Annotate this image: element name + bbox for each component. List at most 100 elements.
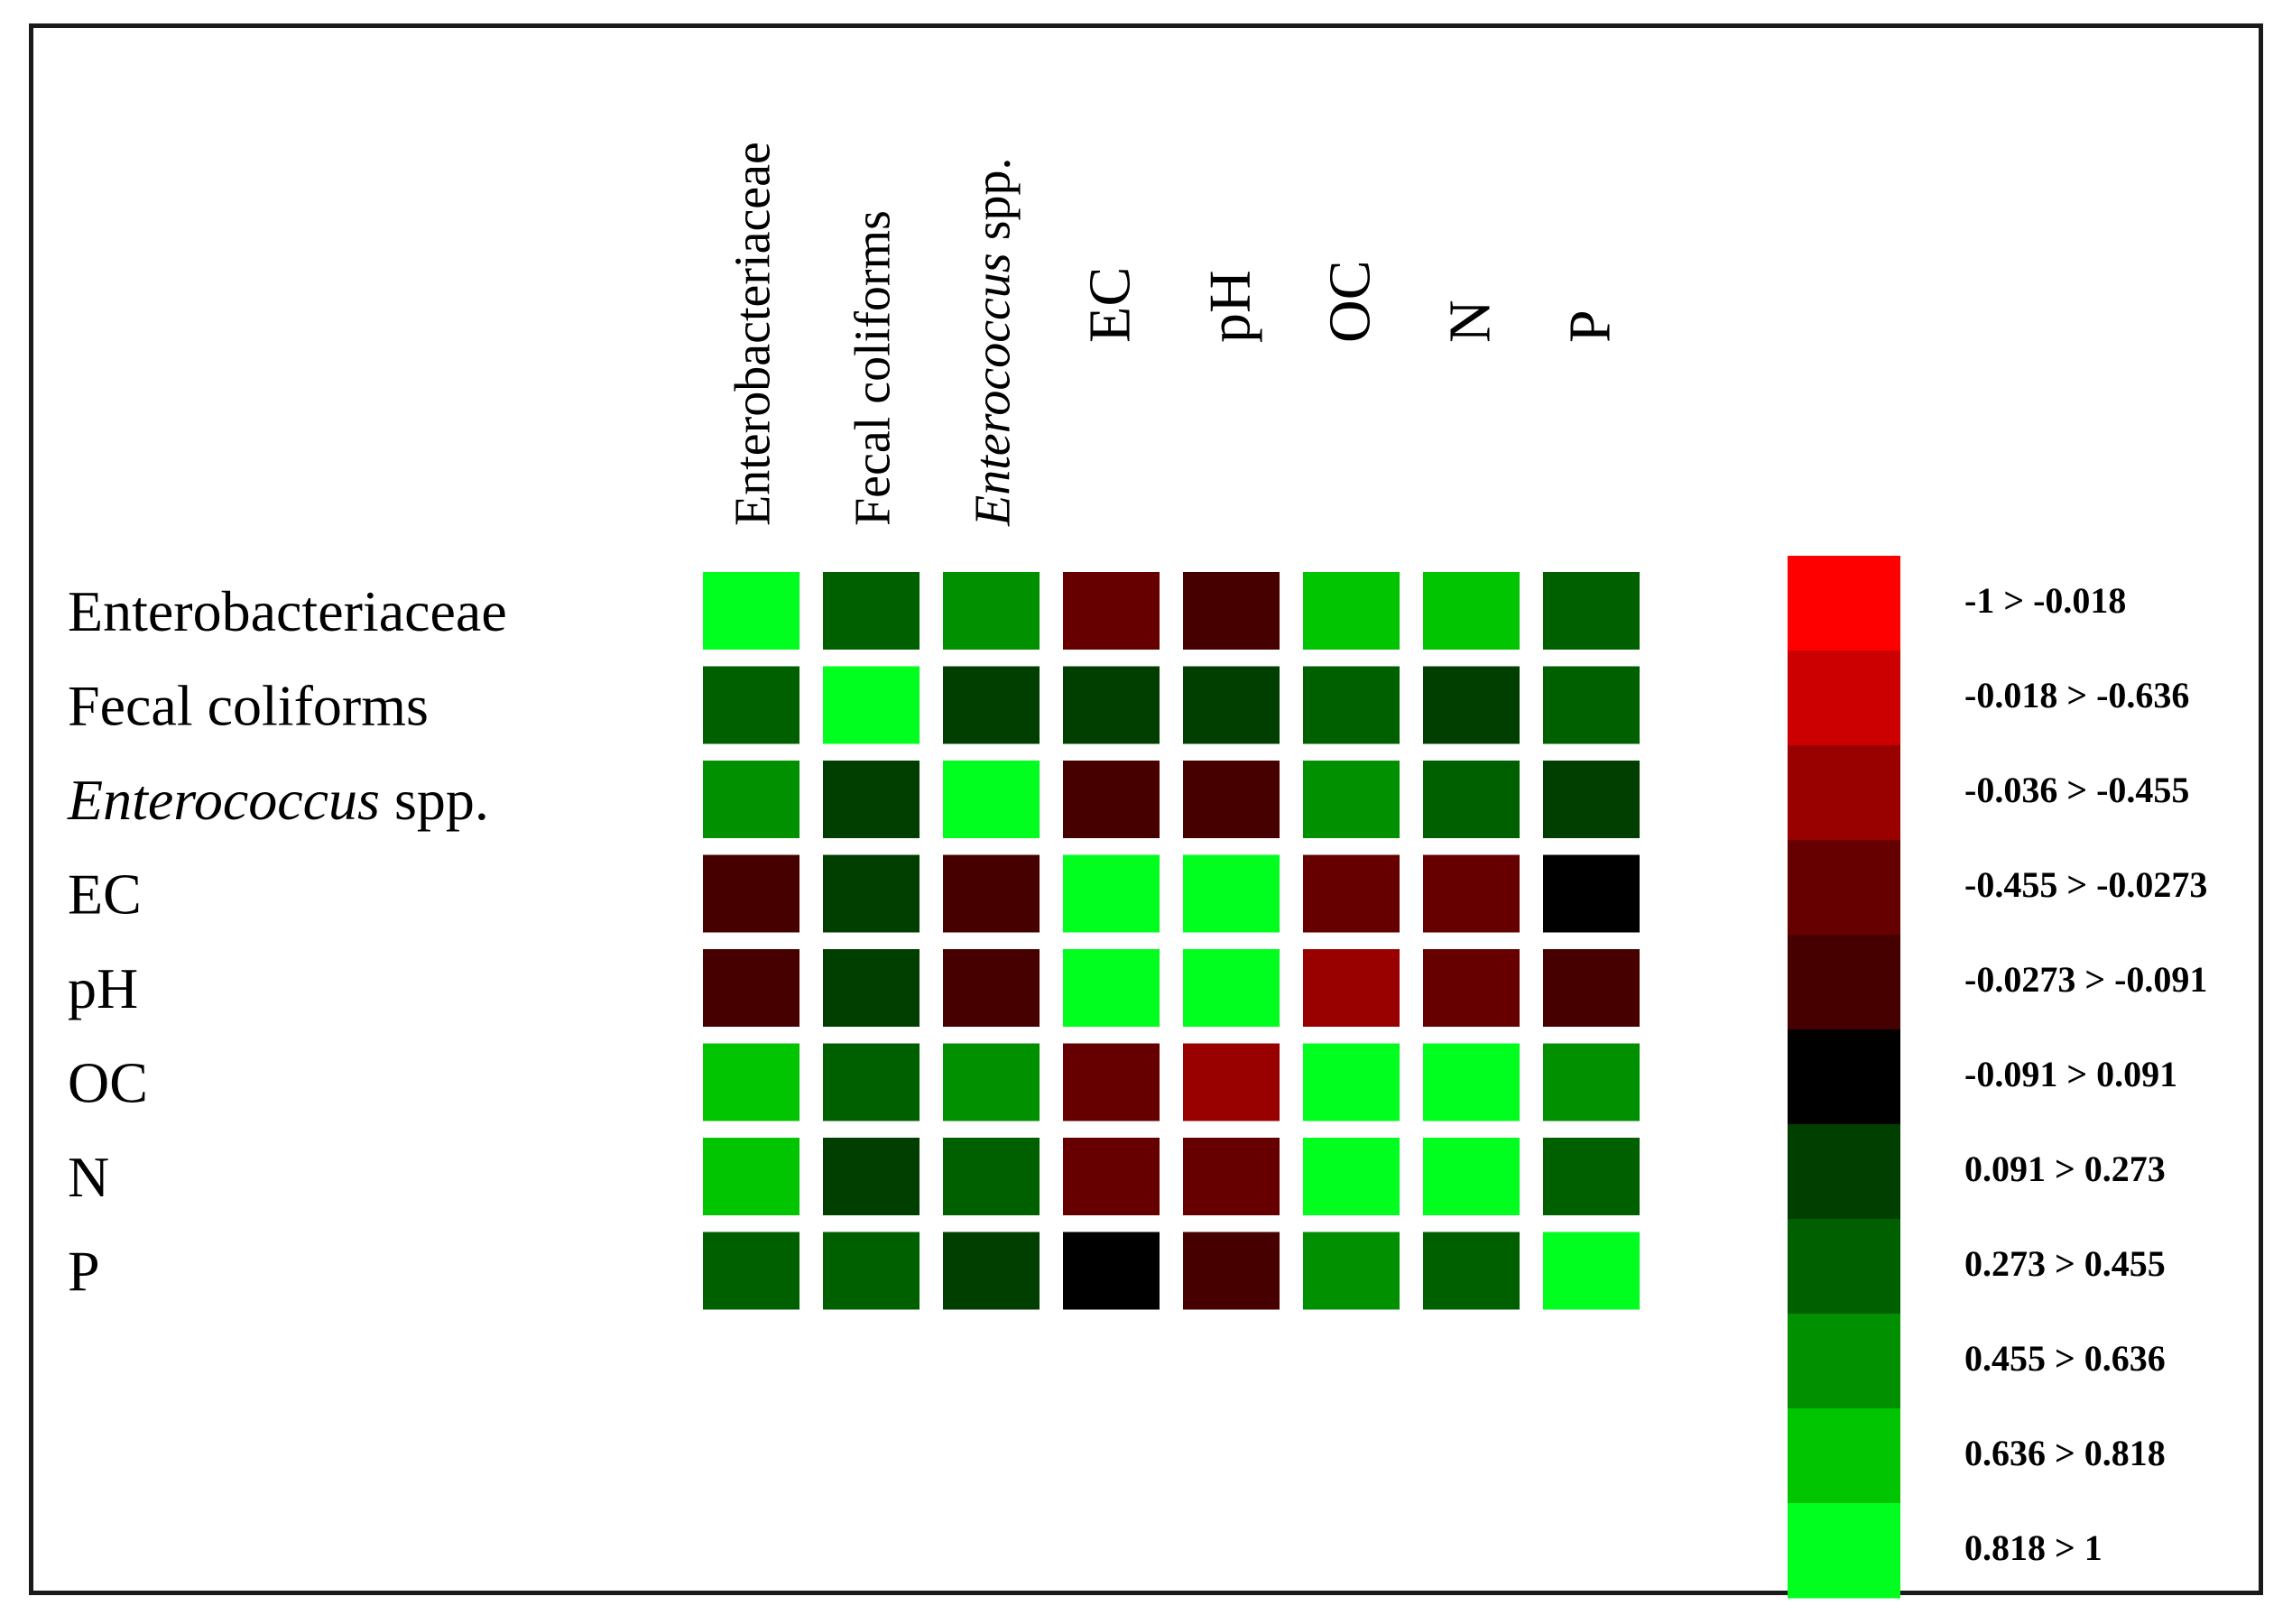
- heatmap-cell-oc-p: [1543, 1043, 1640, 1121]
- heatmap-cell-enterococcus-spp-p: [1543, 761, 1640, 838]
- legend-label-6: 0.091 > 0.273: [1964, 1149, 2166, 1189]
- heatmap-cell-oc-enterococcus-spp: [943, 1043, 1040, 1121]
- heatmap-cell-fecal-coliforms-ec: [1063, 666, 1160, 744]
- legend-label-8: 0.455 > 0.636: [1964, 1338, 2166, 1379]
- legend-swatch-8: [1788, 1314, 1900, 1409]
- heatmap-cell-ph-ph: [1183, 949, 1280, 1027]
- heatmap-cell-ph-oc: [1303, 949, 1400, 1027]
- heatmap-cell-p-p: [1543, 1232, 1640, 1310]
- heatmap-cell-ph-enterococcus-spp: [943, 949, 1040, 1027]
- legend-label-7: 0.273 > 0.455: [1964, 1243, 2166, 1284]
- heatmap-cell-ec-n: [1423, 854, 1520, 933]
- row-label-ph: pH: [68, 956, 138, 1020]
- heatmap-cell-ec-fecal-coliforms: [823, 854, 920, 933]
- column-label-p: P: [1557, 309, 1623, 343]
- heatmap-cell-enterobacteriaceae-ph: [1183, 572, 1280, 650]
- heatmap-cell-p-enterobacteriaceae: [703, 1232, 799, 1310]
- column-label-fecal-coliforms: Fecal coliforms: [846, 210, 901, 526]
- legend-swatch-10: [1788, 1503, 1900, 1599]
- heatmap-cell-enterobacteriaceae-ec: [1063, 572, 1160, 650]
- legend-swatch-1: [1788, 651, 1900, 746]
- legend-label-0: -1 > -0.018: [1964, 580, 2126, 621]
- column-label-ec: EC: [1077, 267, 1143, 343]
- heatmap-cell-ec-ec: [1063, 854, 1160, 933]
- legend-swatch-9: [1788, 1408, 1900, 1504]
- column-label-oc: OC: [1317, 260, 1383, 343]
- heatmap-cell-enterococcus-spp-oc: [1303, 761, 1400, 838]
- heatmap-cell-oc-fecal-coliforms: [823, 1043, 920, 1121]
- color-legend: -1 > -0.018 -0.018 > -0.636 -0.036 > -0.45…: [1788, 556, 2207, 1599]
- heatmap-cell-fecal-coliforms-oc: [1303, 666, 1400, 744]
- legend-label-1: -0.018 > -0.636: [1964, 675, 2189, 715]
- heatmap-cell-ec-ph: [1183, 854, 1280, 933]
- row-label-enterococcus-spp: Enterococcus spp.: [67, 768, 489, 832]
- heatmap-cell-p-fecal-coliforms: [823, 1232, 920, 1310]
- row-label-enterobacteriaceae: Enterobacteriaceae: [68, 579, 507, 643]
- heatmap-cell-p-n: [1423, 1232, 1520, 1310]
- heatmap-cell-p-oc: [1303, 1232, 1400, 1310]
- heatmap-cell-n-enterococcus-spp: [943, 1138, 1040, 1215]
- heatmap-cell-oc-ph: [1183, 1043, 1280, 1121]
- heatmap-cell-oc-n: [1423, 1043, 1520, 1121]
- heatmap-cell-n-p: [1543, 1138, 1640, 1215]
- heatmap-cell-p-enterococcus-spp: [943, 1232, 1040, 1310]
- legend-swatch-2: [1788, 745, 1900, 841]
- legend-swatch-7: [1788, 1219, 1900, 1315]
- heatmap-cell-enterobacteriaceae-p: [1543, 572, 1640, 650]
- heatmap-cell-fecal-coliforms-enterococcus-spp: [943, 666, 1040, 744]
- column-label-n: N: [1437, 300, 1503, 343]
- heatmap-cell-fecal-coliforms-n: [1423, 666, 1520, 744]
- heatmap-cell-enterococcus-spp-enterobacteriaceae: [703, 761, 799, 838]
- heatmap-cell-fecal-coliforms-fecal-coliforms: [823, 666, 920, 744]
- heatmap-cell-p-ec: [1063, 1232, 1160, 1310]
- heatmap-cell-ec-oc: [1303, 854, 1400, 933]
- heatmap-cell-enterococcus-spp-ph: [1183, 761, 1280, 838]
- heatmap-cell-oc-oc: [1303, 1043, 1400, 1121]
- heatmap-cell-n-fecal-coliforms: [823, 1138, 920, 1215]
- heatmap-cell-fecal-coliforms-ph: [1183, 666, 1280, 744]
- heatmap-cell-ec-p: [1543, 854, 1640, 933]
- chart_data.rows-rest: spp.: [380, 768, 489, 832]
- heatmap-cell-n-ph: [1183, 1138, 1280, 1215]
- legend-swatch-6: [1788, 1124, 1900, 1220]
- heatmap-cell-ph-p: [1543, 949, 1640, 1027]
- heatmap-cell-enterobacteriaceae-oc: [1303, 572, 1400, 650]
- row-label-fecal-coliforms: Fecal coliforms: [68, 674, 429, 738]
- legend-label-2: -0.036 > -0.455: [1964, 770, 2189, 810]
- chart_data.rows-italic: Enterococcus: [67, 768, 380, 832]
- row-label-p: P: [68, 1240, 100, 1304]
- legend-label-3: -0.455 > -0.0273: [1964, 864, 2207, 905]
- heatmap-cell-fecal-coliforms-enterobacteriaceae: [703, 666, 799, 744]
- row-labels: Enterobacteriaceae Fecal coliforms Enteroc…: [67, 579, 507, 1304]
- heatmap-cell-ph-ec: [1063, 949, 1160, 1027]
- heatmap-cell-n-ec: [1063, 1138, 1160, 1215]
- heatmap-cell-enterobacteriaceae-fecal-coliforms: [823, 572, 920, 650]
- column-label-enterococcus-spp: Enterococcus spp.: [966, 158, 1021, 528]
- chart_data.columns-rest: spp.: [966, 158, 1021, 254]
- heatmap-cell-n-enterobacteriaceae: [703, 1138, 799, 1215]
- column-label-enterobacteriaceae: Enterobacteriaceae: [725, 142, 781, 526]
- chart_data.columns-italic: Enterococcus: [966, 253, 1021, 527]
- legend-swatch-5: [1788, 1029, 1900, 1125]
- heatmap-cell-n-n: [1423, 1138, 1520, 1215]
- heatmap-cell-enterobacteriaceae-n: [1423, 572, 1520, 650]
- heatmap-cell-enterococcus-spp-enterococcus-spp: [943, 761, 1040, 838]
- heatmap-cell-n-oc: [1303, 1138, 1400, 1215]
- legend-swatch-4: [1788, 935, 1900, 1030]
- heatmap-cell-enterococcus-spp-n: [1423, 761, 1520, 838]
- legend-label-10: 0.818 > 1: [1964, 1527, 2103, 1568]
- heatmap-cell-oc-enterobacteriaceae: [703, 1043, 799, 1121]
- legend-swatch-0: [1788, 556, 1900, 651]
- legend-label-5: -0.091 > 0.091: [1964, 1054, 2177, 1094]
- legend-swatch-3: [1788, 840, 1900, 936]
- row-label-oc: OC: [68, 1051, 148, 1115]
- heatmap-cell-enterobacteriaceae-enterobacteriaceae: [703, 572, 799, 650]
- heatmap-cell-ph-enterobacteriaceae: [703, 949, 799, 1027]
- heatmap-cell-ec-enterobacteriaceae: [703, 854, 799, 933]
- heatmap-cell-ec-enterococcus-spp: [943, 854, 1040, 933]
- heatmap-cell-p-ph: [1183, 1232, 1280, 1310]
- column-label-ph: pH: [1197, 270, 1263, 343]
- legend-label-9: 0.636 > 0.818: [1964, 1433, 2166, 1473]
- heatmap-cell-oc-ec: [1063, 1043, 1160, 1121]
